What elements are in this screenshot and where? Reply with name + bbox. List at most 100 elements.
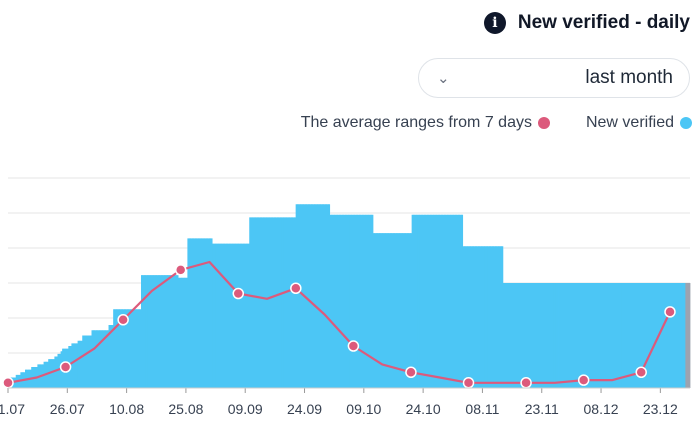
bar: [666, 283, 669, 388]
bar: [289, 217, 292, 388]
bar: [655, 283, 658, 388]
bar: [595, 283, 598, 388]
bar: [233, 243, 236, 388]
bar: [654, 283, 657, 388]
bar: [79, 340, 82, 388]
bar: [250, 217, 253, 388]
bar: [484, 246, 487, 388]
bar: [221, 243, 224, 388]
new-verified-dot-icon: [680, 117, 692, 129]
bar: [184, 277, 187, 388]
bar: [137, 309, 140, 388]
bar: [369, 214, 372, 388]
bar: [54, 356, 57, 388]
bar: [158, 275, 160, 388]
bar: [119, 309, 122, 388]
bar: [323, 204, 326, 388]
bar: [428, 214, 431, 388]
bar: [431, 214, 434, 388]
bar: [380, 233, 383, 388]
bar: [212, 243, 215, 388]
bar: [433, 214, 436, 388]
bar: [363, 214, 366, 388]
bar: [396, 233, 399, 388]
bar: [125, 309, 128, 388]
bar: [162, 275, 165, 388]
bar: [527, 283, 530, 388]
bar: [196, 238, 199, 388]
bar: [198, 238, 201, 388]
bar: [464, 246, 467, 388]
average-point: [290, 282, 302, 294]
x-tick-label: 24.09: [287, 401, 322, 417]
bar: [269, 217, 272, 388]
bar: [213, 243, 216, 388]
bar: [413, 214, 416, 388]
bar: [530, 283, 533, 388]
bar: [485, 246, 488, 388]
bar: [360, 214, 363, 388]
legend-item-average[interactable]: The average ranges from 7 days: [301, 114, 550, 132]
bar: [334, 214, 337, 388]
bar: [215, 243, 218, 388]
bar: [249, 217, 252, 388]
bar: [273, 217, 276, 388]
bar: [318, 204, 321, 388]
bar: [552, 283, 555, 388]
bar: [385, 233, 388, 388]
bar: [524, 283, 527, 388]
bar: [280, 217, 283, 388]
bar: [688, 283, 691, 388]
bar: [521, 283, 524, 388]
bar: [178, 277, 181, 388]
bar: [397, 233, 400, 388]
bar: [502, 283, 505, 388]
bar: [338, 214, 341, 388]
period-select[interactable]: ⌄ last month: [418, 58, 690, 98]
bar: [354, 214, 357, 388]
bar: [140, 275, 143, 388]
bar: [284, 217, 287, 388]
bar: [617, 283, 620, 388]
bar: [628, 283, 631, 388]
bar: [481, 246, 484, 388]
average-point: [577, 374, 590, 386]
bar: [229, 243, 232, 388]
bar: [275, 217, 278, 388]
average-point: [635, 366, 647, 378]
bar: [325, 204, 327, 388]
bar: [604, 283, 607, 388]
bar: [238, 243, 241, 388]
x-tick-label: 10.08: [109, 401, 144, 417]
bar: [686, 283, 689, 388]
bar: [592, 283, 595, 388]
bar: [453, 214, 456, 388]
chart-legend: The average ranges from 7 days New verif…: [301, 114, 692, 132]
bar: [621, 283, 624, 388]
bar: [292, 217, 295, 388]
bar: [148, 275, 151, 388]
info-icon[interactable]: i: [483, 12, 506, 34]
bar: [532, 283, 535, 388]
bar: [170, 275, 173, 388]
bar: [343, 214, 346, 388]
bar: [402, 233, 405, 388]
chart-title: New verified - daily: [517, 12, 690, 33]
bar: [442, 214, 445, 388]
legend-item-new-verified[interactable]: New verified: [586, 114, 692, 132]
bar: [374, 233, 377, 388]
bar: [176, 275, 179, 388]
bar: [133, 309, 136, 388]
bar: [306, 204, 309, 388]
bar: [86, 335, 89, 388]
bar: [570, 283, 573, 388]
bar: [298, 204, 301, 388]
bar: [572, 283, 575, 388]
bar: [77, 340, 80, 388]
average-point: [520, 377, 532, 389]
bar: [470, 246, 473, 388]
average-point: [174, 264, 187, 276]
bar: [648, 283, 651, 388]
bar: [105, 330, 108, 388]
x-tick-label: 09.09: [228, 401, 263, 417]
